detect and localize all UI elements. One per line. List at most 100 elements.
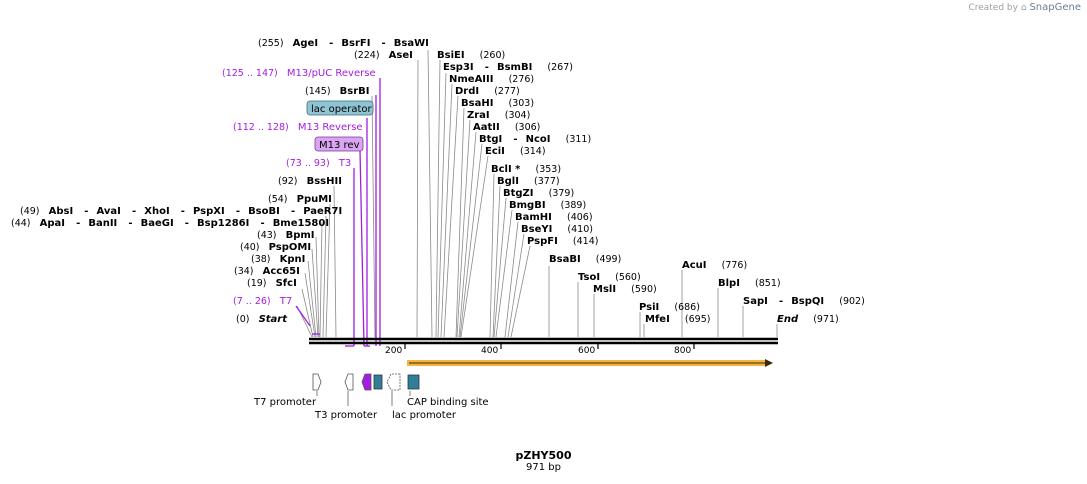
primer-m13rev: (112 .. 128) M13 Reverse [233, 115, 363, 134]
site-sapi-name: SapI [743, 296, 768, 307]
site-bsrbi-name: BsrBI [340, 86, 370, 97]
site-bme1580i-name: Bme1580I [273, 218, 329, 229]
primer-t3-pos: (73 .. 93) [286, 158, 330, 169]
site-acc65i-name: Acc65I [263, 266, 300, 277]
site-baegi-name: BaeGI [141, 218, 174, 229]
site-bsiei: BsiEI (260) [437, 43, 505, 62]
site-bsrbi: (145) BsrBI [305, 79, 370, 98]
site-pspomi-pos: (40) [240, 242, 260, 253]
site-acui-name: AcuI [682, 260, 707, 271]
site-avai-name: AvaI [97, 206, 121, 217]
site-pspomi-name: PspOMI [269, 242, 311, 253]
site-btgzi-name: BtgZI [503, 188, 534, 199]
site-end: End (971) [777, 307, 839, 326]
site-acui-pos: (776) [722, 260, 748, 271]
site-esp3i-name: Esp3I [443, 62, 474, 73]
site-drdi: DrdI (277) [455, 79, 520, 98]
site-asei-name: AseI [389, 50, 413, 61]
site-apai-name: ApaI [40, 218, 65, 229]
site-aatii-pos: (306) [515, 122, 541, 133]
site-bmgbi-pos: (389) [561, 200, 587, 211]
site-bsabi: BsaBI (499) [549, 247, 621, 266]
site-drdi-name: DrdI [455, 86, 479, 97]
site-mfei-name: MfeI [645, 314, 670, 325]
primer-m13puc-pos: (125 .. 147) [222, 68, 278, 79]
primer-m13rev-name: M13 Reverse [298, 122, 363, 133]
site-start-name: Start [259, 314, 289, 325]
site-bgli-pos: (377) [534, 176, 560, 187]
site-kpni-name: KpnI [280, 254, 306, 265]
site-bmgbi-name: BmgBI [509, 200, 546, 211]
site-bsahi-name: BsaHI [461, 98, 493, 109]
site-agei-pos: (255) [258, 38, 284, 49]
site-agei-name: AgeI [293, 38, 318, 49]
snapgene-credit: Created by ⌂ SnapGene [968, 2, 1081, 13]
site-psii-name: PsiI [639, 302, 659, 313]
site-sfci-pos: (19) [247, 278, 267, 289]
site-bsiei-name: BsiEI [437, 50, 465, 61]
site-bseyi-name: BseYI [521, 224, 552, 235]
site-kpni: (38) KpnI [251, 247, 305, 266]
site-msli-pos: (590) [631, 284, 657, 295]
site-pspfi-name: PspFI [527, 236, 558, 247]
site-bgli: BglI (377) [497, 169, 560, 188]
plasmid-name: pZHY500 [515, 449, 572, 462]
site-bsahi: BsaHI (303) [461, 91, 534, 110]
site-bsahi-pos: (303) [509, 98, 535, 109]
feature-t7-promoter: T7 promoter [253, 397, 317, 408]
site-xhoi-name: XhoI [144, 206, 169, 217]
site-bcli: BclI * (353) [491, 157, 561, 176]
primer-t3: (73 .. 93) T3 [286, 151, 351, 170]
site-btgi-pos: (311) [566, 134, 592, 145]
site-ecii: EciI (314) [485, 139, 546, 158]
site-asei: (224) AseI [354, 43, 413, 62]
m13-rev-label: M13 rev [319, 140, 360, 151]
site-bcli-name: BclI * [491, 164, 521, 175]
site-bsshii-name: BssHII [307, 176, 342, 187]
axis-tick-200: 200 [385, 346, 402, 356]
feature-cap-binding-site: CAP binding site [407, 397, 489, 408]
site-banii-name: BanII [88, 218, 117, 229]
site-aatii-name: AatII [473, 122, 500, 133]
site-bsmbi-name: BsmBI [497, 62, 532, 73]
site-bsrbi-pos: (145) [305, 86, 331, 97]
feature-lac-promoter: lac promoter [392, 410, 457, 421]
primer-t7-pos: (7 .. 26) [233, 296, 271, 307]
site-bamhi: BamHI (406) [515, 205, 593, 224]
snapgene-logo-icon: ⌂ [1020, 3, 1027, 13]
site-nmeaiii: NmeAIII (276) [449, 67, 534, 86]
site-bamhi-pos: (406) [567, 212, 593, 223]
primer-t3-name: T3 [338, 158, 351, 169]
plasmid-map: 200 400 600 800 T7 promoter T3 promoter … [11, 31, 865, 421]
site-start: (0) Start [236, 307, 288, 326]
site-bseyi: BseYI (410) [521, 217, 593, 236]
site-tsoi: TsoI (560) [578, 265, 641, 284]
site-bgli-name: BglI [497, 176, 519, 187]
site-apai-pos: (44) [11, 218, 31, 229]
site-end-pos: (971) [813, 314, 839, 325]
feature-t3-promoter: T3 promoter [314, 410, 378, 421]
site-bsrfi-name: BsrFI [341, 38, 370, 49]
site-tsoi-name: TsoI [578, 272, 600, 283]
site-bsabi-pos: (499) [596, 254, 622, 265]
credit-prefix: Created by [968, 3, 1018, 13]
site-apai: (44) ApaI - BanII - BaeGI - Bsp1286I - B… [11, 211, 329, 230]
m13-rev-icon [361, 373, 372, 391]
plasmid-title: pZHY500 971 bp [0, 449, 1087, 473]
site-start-pos: (0) [236, 314, 249, 325]
site-sapi-pos: (902) [839, 296, 865, 307]
site-bspqi-name: BspQI [791, 296, 824, 307]
site-sfci: (19) SfcI [247, 271, 297, 290]
site-pspfi-pos: (414) [573, 236, 599, 247]
primer-t7-name: T7 [279, 296, 292, 307]
site-sfci-name: SfcI [276, 278, 297, 289]
feature-glyphs [312, 373, 420, 406]
site-msli-name: MslI [593, 284, 616, 295]
cap-binding-site-icon [407, 374, 420, 390]
m13-rev-box: M13 rev [314, 136, 364, 152]
site-kpni-pos: (38) [251, 254, 271, 265]
site-agei: (255) AgeI - BsrFI - BsaWI [258, 31, 429, 50]
primer-m13puc: (125 .. 147) M13/pUC Reverse [222, 61, 376, 80]
site-bpmi-name: BpmI [286, 230, 315, 241]
primer-connectors [295, 78, 381, 347]
